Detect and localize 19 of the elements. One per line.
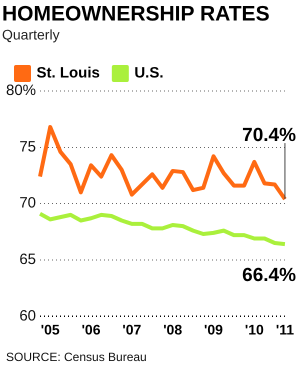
x-tick-label: '08 bbox=[163, 321, 182, 338]
y-tick-label: 75 bbox=[19, 138, 36, 156]
legend-label: U.S. bbox=[134, 64, 164, 82]
y-tick-label: 65 bbox=[19, 251, 36, 268]
source-note: SOURCE: Census Bureau bbox=[6, 350, 147, 364]
chart-title: HOMEOWNERSHIP RATES bbox=[2, 2, 270, 26]
y-tick-label: 60 bbox=[19, 307, 36, 324]
annotation: 66.4% bbox=[242, 264, 296, 286]
x-tick-label: '05 bbox=[40, 321, 60, 338]
chart-subtitle: Quarterly bbox=[2, 26, 60, 42]
x-tick-label: '09 bbox=[204, 321, 224, 338]
annotation: 70.4% bbox=[242, 125, 296, 146]
x-tick-label: '07 bbox=[122, 321, 142, 338]
y-tick-label: 80% bbox=[6, 82, 36, 100]
x-tick-label: '10 bbox=[244, 321, 264, 338]
legend-label: St. Louis bbox=[36, 64, 100, 82]
x-tick-label: '06 bbox=[82, 321, 101, 338]
x-tick-label: '11 bbox=[276, 321, 294, 338]
y-tick-label: 70 bbox=[19, 194, 36, 212]
